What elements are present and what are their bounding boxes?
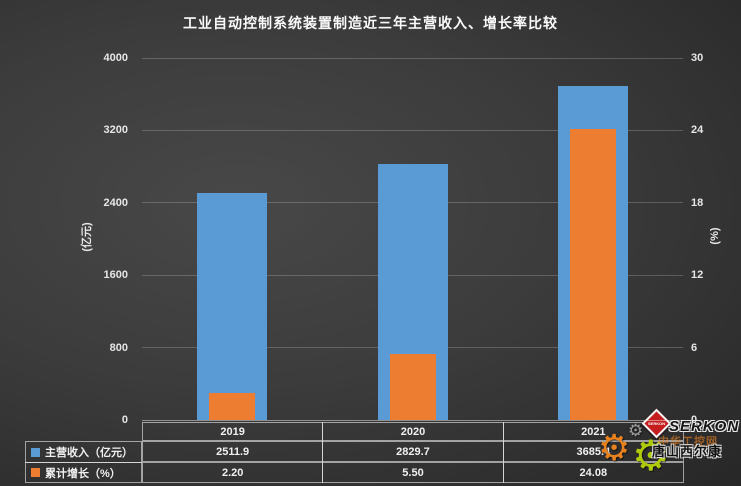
left-axis-tick-label: 4000 (103, 52, 128, 64)
table-year-header: 2019 (142, 422, 324, 441)
right-axis-tick-label: 18 (691, 196, 704, 209)
table-year-header: 2020 (322, 422, 504, 441)
x-axis-line (142, 419, 683, 421)
left-axis-tick-label: 3200 (103, 124, 128, 137)
right-axis-tick-label: 24 (691, 124, 704, 137)
left-axis-tick-label: 0 (121, 414, 128, 426)
table-year-header: 2021 (502, 422, 684, 441)
bar-growth-2020 (389, 353, 436, 420)
bar-growth-2019 (209, 393, 256, 420)
table-value-cell: 2.20 (142, 462, 324, 483)
right-axis-tick-label: 0 (691, 414, 698, 426)
gridline (142, 57, 683, 59)
legend-item: 主营收入（亿元） (25, 441, 142, 463)
chart-title: 工业自动控制系统装置制造近三年主营收入、增长率比较 (183, 15, 558, 31)
right-axis-tick-label: 30 (691, 52, 704, 64)
left-axis-title: (亿元) (81, 222, 93, 252)
legend-label: 主营收入（亿元） (45, 447, 133, 459)
gridline (142, 129, 683, 131)
legend-swatch (31, 468, 40, 477)
right-axis-tick-label: 6 (691, 341, 698, 354)
legend-item: 累计增长（%） (25, 462, 142, 483)
left-axis-tick-label: 2400 (103, 196, 128, 209)
table-value-cell: 2829.7 (322, 441, 504, 462)
table-value-cell: 24.08 (502, 462, 684, 483)
table-value-cell: 2511.9 (142, 441, 324, 462)
legend-swatch (31, 447, 40, 457)
table-value-cell: 3685.4 (502, 441, 684, 462)
right-axis-tick-label: 12 (691, 269, 704, 282)
left-axis-tick-label: 1600 (103, 269, 128, 282)
left-axis-tick-label: 800 (109, 341, 128, 354)
legend-label: 累计增长（%） (45, 467, 121, 480)
bar-growth-2021 (569, 129, 616, 420)
right-axis-title: (%) (709, 227, 721, 245)
bar-revenue-2019 (197, 192, 268, 420)
table-value-cell: 5.50 (322, 462, 504, 483)
